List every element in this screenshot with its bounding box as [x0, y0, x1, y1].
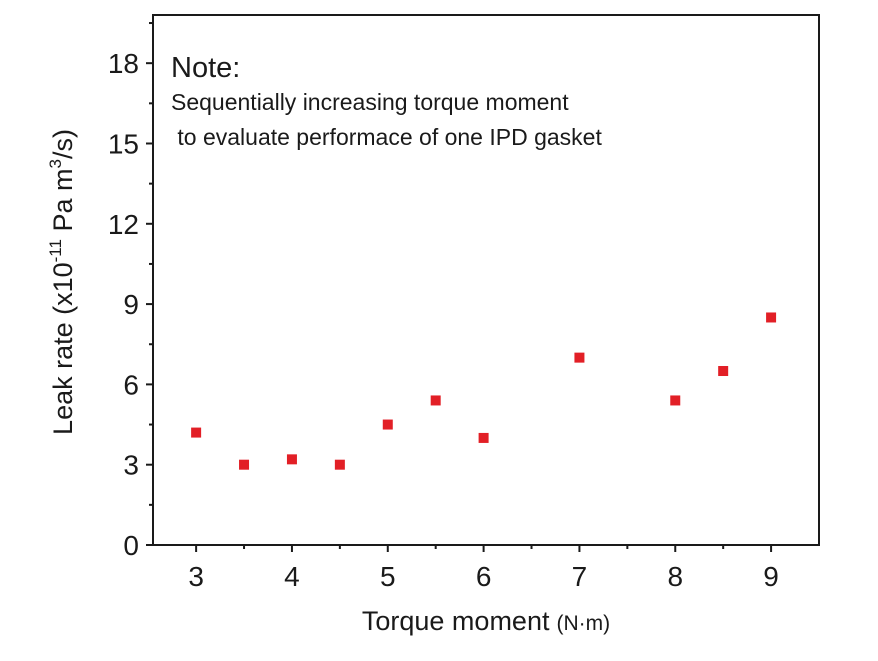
y-axis-label: Leak rate (x10-11 Pa m3/s) — [46, 129, 78, 435]
x-tick-label: 3 — [188, 561, 204, 592]
annotation-line-1: Sequentially increasing torque moment — [171, 89, 569, 115]
y-axis-ticks: 0 3 6 9 12 15 18 — [108, 22, 153, 561]
data-point — [766, 312, 777, 323]
data-point — [478, 432, 489, 443]
y-axis-label-exponent-2: 3 — [46, 159, 65, 168]
data-point — [382, 419, 393, 430]
y-tick-label: 15 — [108, 128, 139, 159]
y-axis-label-prefix: Leak rate (x10 — [48, 262, 78, 435]
data-point — [191, 427, 202, 438]
y-axis-label-exponent: -11 — [46, 239, 65, 262]
y-axis-label-suffix: /s) — [48, 129, 78, 159]
data-point — [334, 459, 345, 470]
data-point — [239, 459, 250, 470]
x-tick-label: 4 — [284, 561, 300, 592]
x-tick-label: 7 — [572, 561, 588, 592]
x-axis-label-text: Torque moment — [362, 606, 550, 636]
y-axis-label-mid: Pa m — [48, 169, 78, 240]
x-tick-label: 8 — [667, 561, 683, 592]
x-axis-label-unit: (N·m) — [556, 612, 610, 635]
x-tick-label: 5 — [380, 561, 396, 592]
data-points — [191, 312, 777, 470]
y-tick-label: 0 — [123, 530, 139, 561]
data-point — [286, 454, 297, 465]
data-point — [718, 366, 729, 377]
x-axis-label: Torque moment (N·m) — [362, 606, 610, 636]
y-tick-label: 18 — [108, 48, 139, 79]
x-tick-label: 9 — [763, 561, 779, 592]
data-point — [670, 395, 681, 406]
y-tick-label: 12 — [108, 209, 139, 240]
annotation-line-2: to evaluate performace of one IPD gasket — [171, 124, 602, 150]
y-tick-label: 6 — [123, 369, 139, 400]
x-axis-ticks: 3 4 5 6 7 8 9 — [188, 545, 779, 592]
x-tick-label: 6 — [476, 561, 492, 592]
y-tick-label: 3 — [123, 450, 139, 481]
y-tick-label: 9 — [123, 289, 139, 320]
data-point — [574, 352, 585, 363]
annotation-title: Note: — [171, 52, 240, 84]
data-point — [430, 395, 441, 406]
plot-frame — [152, 14, 820, 546]
